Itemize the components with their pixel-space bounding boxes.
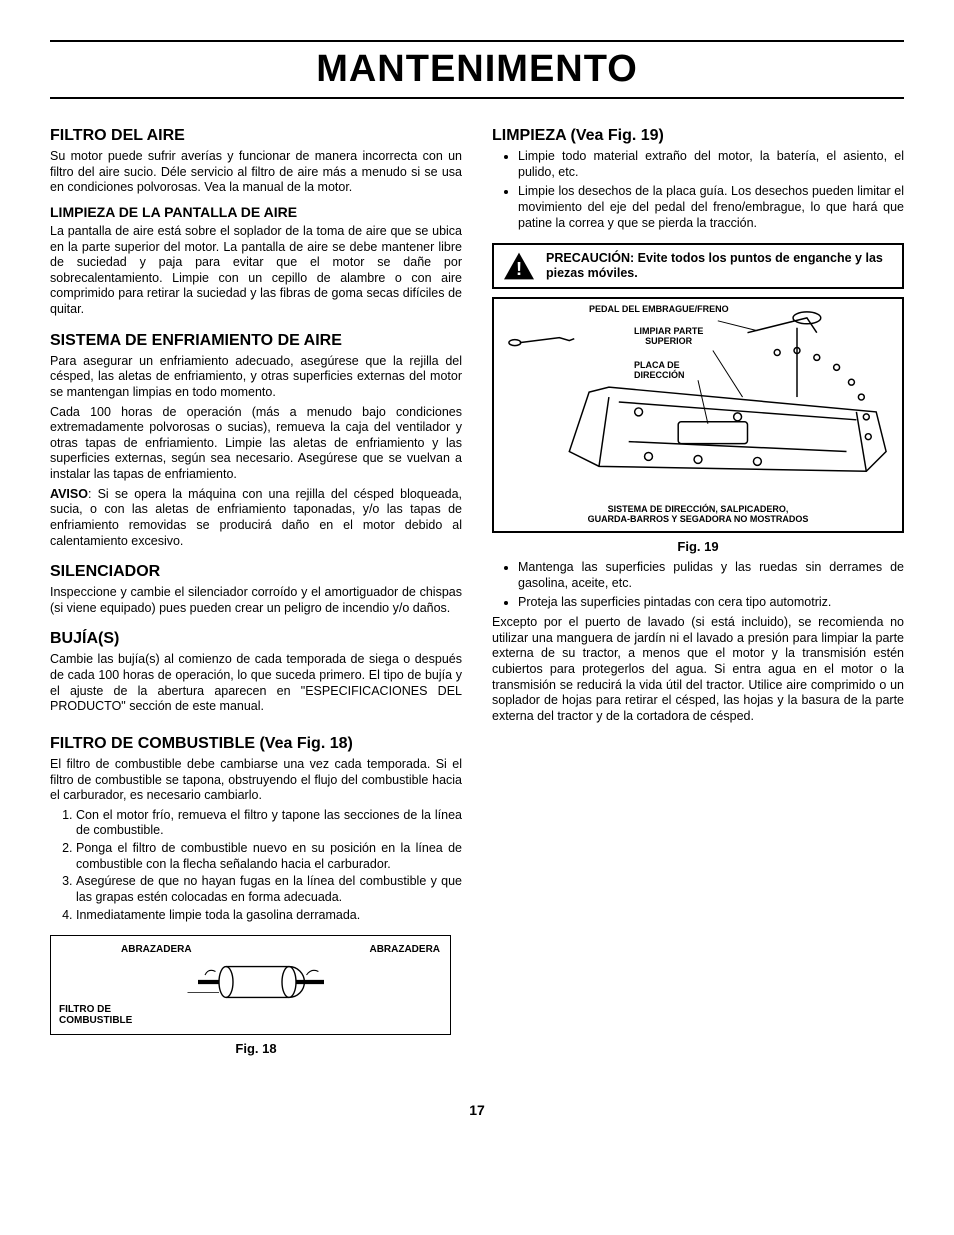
fig18-filter-label: FILTRO DE COMBUSTIBLE	[59, 1004, 132, 1026]
two-column-layout: FILTRO DEL AIRE Su motor puede sufrir av…	[50, 113, 904, 1062]
para: Para asegurar un enfriamiento adecuado, …	[50, 354, 462, 401]
aviso-text: : Si se opera la máquina con una rejilla…	[50, 487, 462, 548]
para-aviso: AVISO: Si se opera la máquina con una re…	[50, 487, 462, 550]
page-number: 17	[50, 1102, 904, 1118]
limpieza-bullets-2: Mantenga las superficies pulidas y las r…	[492, 560, 904, 611]
fuel-filter-steps: Con el motor frío, remueva el filtro y t…	[50, 808, 462, 923]
caution-text: PRECAUCIÓN: Evite todos los puntos de en…	[546, 251, 894, 281]
figure-18: ABRAZADERA ABRAZADERA FILTRO DE COMBUSTI…	[50, 935, 451, 1035]
warning-triangle-icon: !	[502, 251, 536, 281]
bullet: Limpie los desechos de la placa guía. Lo…	[518, 184, 904, 231]
svg-text:!: !	[516, 258, 522, 279]
limpieza-bullets-1: Limpie todo material extraño del motor, …	[492, 149, 904, 231]
section-limpieza: LIMPIEZA (Vea Fig. 19)	[492, 127, 904, 145]
fig19-caption: Fig. 19	[492, 539, 904, 554]
fig18-caption: Fig. 18	[50, 1041, 462, 1056]
para: Cambie las bujía(s) al comienzo de cada …	[50, 652, 462, 715]
fig19-bottom-label: SISTEMA DE DIRECCIÓN, SALPICADERO, GUARD…	[494, 505, 902, 525]
step-2: Ponga el filtro de combustible nuevo en …	[76, 841, 462, 872]
figure-19: PEDAL DEL EMBRAGUE/FRENO LIMPIAR PARTE S…	[492, 297, 904, 533]
para: Inspeccione y cambie el silenciador corr…	[50, 585, 462, 616]
para: El filtro de combustible debe cambiarse …	[50, 757, 462, 804]
section-filtro-aire: FILTRO DEL AIRE	[50, 127, 462, 145]
step-1: Con el motor frío, remueva el filtro y t…	[76, 808, 462, 839]
para: Su motor puede sufrir averías y funciona…	[50, 149, 462, 196]
section-sistema-enfriamiento: SISTEMA DE ENFRIAMIENTO DE AIRE	[50, 332, 462, 350]
step-3: Asegúrese de que no hayan fugas en la lí…	[76, 874, 462, 905]
top-rule	[50, 40, 904, 42]
para: Excepto por el puerto de lavado (si está…	[492, 615, 904, 724]
bullet: Limpie todo material extraño del motor, …	[518, 149, 904, 180]
mid-rule	[50, 97, 904, 99]
left-column: FILTRO DEL AIRE Su motor puede sufrir av…	[50, 113, 462, 1062]
fuel-filter-icon	[141, 954, 381, 1010]
bullet: Proteja las superficies pintadas con cer…	[518, 595, 904, 611]
section-silenciador: SILENCIADOR	[50, 563, 462, 581]
caution-box: ! PRECAUCIÓN: Evite todos los puntos de …	[492, 243, 904, 289]
section-filtro-combustible: FILTRO DE COMBUSTIBLE (Vea Fig. 18)	[50, 735, 462, 753]
chassis-diagram-icon	[498, 303, 898, 501]
right-column: LIMPIEZA (Vea Fig. 19) Limpie todo mater…	[492, 113, 904, 1062]
aviso-label: AVISO	[50, 487, 88, 501]
page-title: MANTENIMENTO	[50, 48, 904, 91]
step-4: Inmediatamente limpie toda la gasolina d…	[76, 908, 462, 924]
section-bujias: BUJÍA(S)	[50, 630, 462, 648]
para: La pantalla de aire está sobre el soplad…	[50, 224, 462, 318]
subsection-limpieza-pantalla: LIMPIEZA DE LA PANTALLA DE AIRE	[50, 204, 462, 220]
bullet: Mantenga las superficies pulidas y las r…	[518, 560, 904, 591]
para: Cada 100 horas de operación (más a menud…	[50, 405, 462, 483]
